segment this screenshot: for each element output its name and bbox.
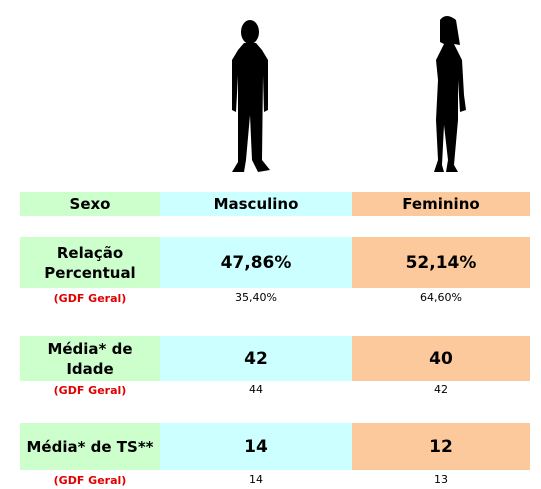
header-cell: Masculino xyxy=(160,192,352,216)
reference-value: 42 xyxy=(352,382,530,396)
row-value: 14 xyxy=(160,423,352,470)
header-cell: Sexo xyxy=(20,192,160,216)
header-cell: Feminino xyxy=(352,192,530,216)
male-silhouette xyxy=(232,20,270,172)
row-value: 12 xyxy=(352,423,530,470)
reference-value: 64,60% xyxy=(352,290,530,304)
row-value: 47,86% xyxy=(160,237,352,288)
row-label: Média* de Idade xyxy=(20,336,160,381)
row-label: Média* de TS** xyxy=(20,423,160,470)
reference-label: (GDF Geral) xyxy=(20,290,160,306)
reference-value: 13 xyxy=(352,472,530,486)
row-value: 40 xyxy=(352,336,530,381)
row-value: 52,14% xyxy=(352,237,530,288)
reference-value: 35,40% xyxy=(160,290,352,304)
page: SexoMasculinoFemininoRelação Percentual4… xyxy=(0,0,541,489)
silhouettes xyxy=(0,0,541,185)
row-label: Relação Percentual xyxy=(20,237,160,288)
row-value: 42 xyxy=(160,336,352,381)
reference-label: (GDF Geral) xyxy=(20,472,160,488)
reference-label: (GDF Geral) xyxy=(20,382,160,398)
reference-value: 14 xyxy=(160,472,352,486)
female-silhouette xyxy=(434,16,466,172)
reference-value: 44 xyxy=(160,382,352,396)
